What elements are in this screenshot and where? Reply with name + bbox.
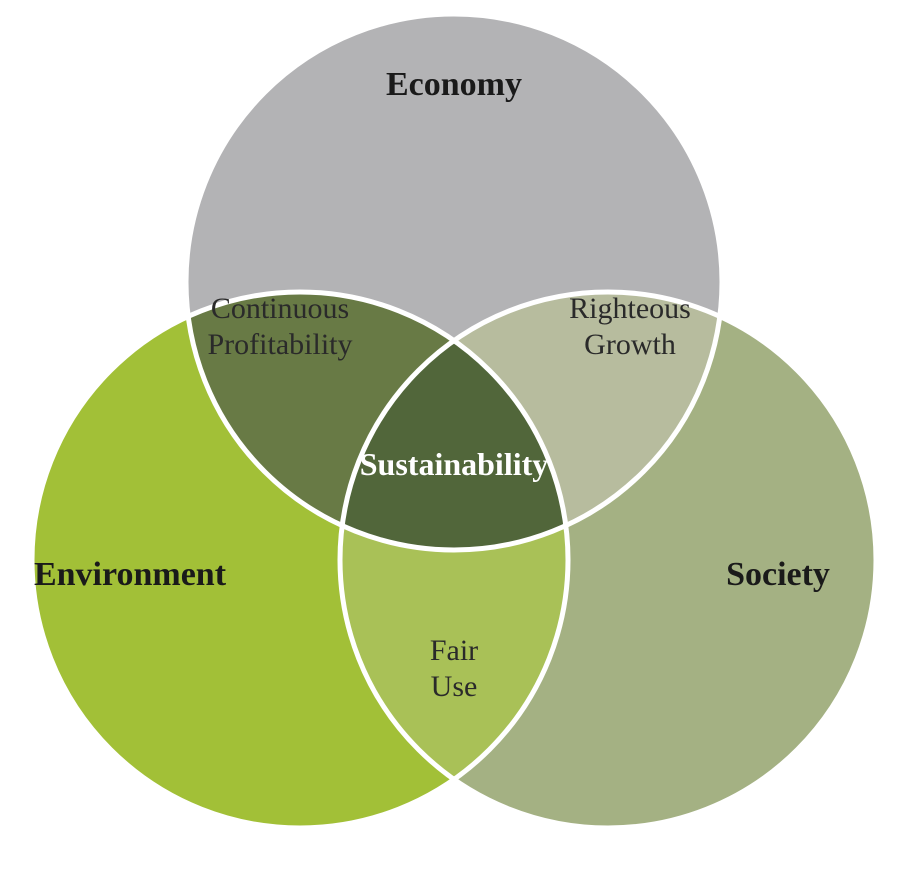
label-society: Society [726, 556, 830, 593]
label-sustainability: Sustainability [360, 446, 549, 482]
label-environment: Environment [34, 556, 227, 593]
venn-diagram: EconomyEnvironmentSocietyContinuousProfi… [0, 0, 908, 871]
label-economy: Economy [386, 66, 522, 103]
